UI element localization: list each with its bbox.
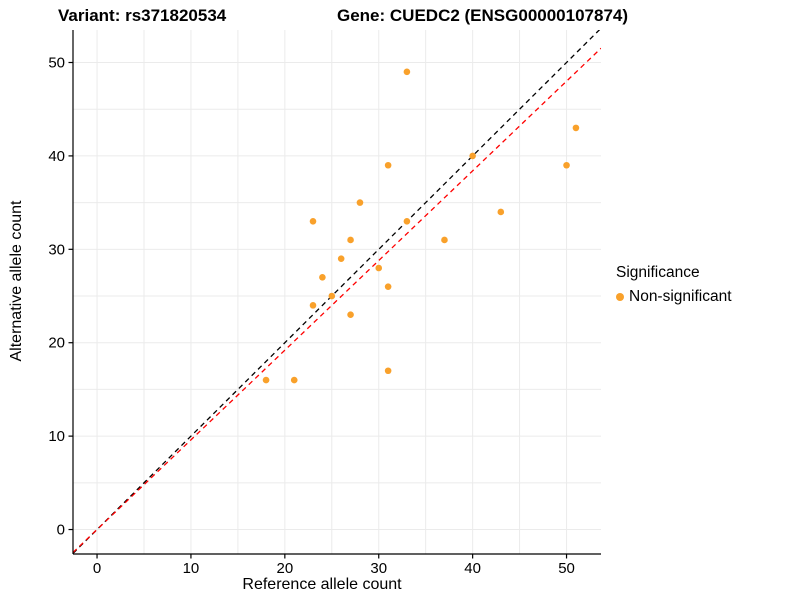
x-tick-label: 10 xyxy=(183,560,200,577)
data-point xyxy=(290,376,298,384)
y-tick-label: 0 xyxy=(57,522,65,539)
y-axis-title: Alternative allele count xyxy=(8,200,25,362)
identity-line xyxy=(73,30,601,554)
data-point xyxy=(262,376,270,384)
data-point xyxy=(309,302,317,309)
data-point xyxy=(384,161,392,169)
data-point xyxy=(309,217,317,225)
data-point xyxy=(356,199,364,206)
x-axis-title: Reference allele count xyxy=(242,576,402,593)
y-tick-label: 20 xyxy=(48,335,65,352)
data-point xyxy=(384,367,392,375)
y-tick-label: 50 xyxy=(48,55,65,72)
y-tick-label: 10 xyxy=(48,428,65,445)
point-icon xyxy=(616,293,624,301)
data-point xyxy=(572,124,580,132)
data-point xyxy=(328,292,336,300)
gene-title: Gene: CUEDC2 (ENSG00000107874) xyxy=(337,6,629,25)
data-point xyxy=(469,152,476,160)
data-point xyxy=(347,311,354,318)
legend-item: Non-significant xyxy=(616,288,732,306)
data-point xyxy=(563,161,570,169)
data-point xyxy=(441,236,448,244)
legend: Significance Non-significant xyxy=(616,264,732,306)
x-tick-label: 30 xyxy=(370,560,387,577)
variant-title: Variant: rs371820534 xyxy=(58,6,227,25)
x-tick-label: 0 xyxy=(93,560,101,577)
data-point xyxy=(347,236,354,244)
x-tick-label: 20 xyxy=(276,560,293,577)
data-point xyxy=(403,68,411,76)
data-point xyxy=(337,255,345,262)
legend-item-label: Non-significant xyxy=(629,288,732,305)
y-tick-label: 40 xyxy=(48,148,65,165)
ratio-line xyxy=(73,47,601,553)
data-point xyxy=(375,264,383,272)
legend-title: Significance xyxy=(616,264,700,281)
data-point xyxy=(319,274,326,281)
x-tick-label: 40 xyxy=(464,560,481,577)
data-point xyxy=(384,283,392,290)
x-tick-label: 50 xyxy=(558,560,575,577)
data-point xyxy=(497,208,505,216)
data-point xyxy=(403,217,411,225)
y-tick-label: 30 xyxy=(48,241,65,258)
